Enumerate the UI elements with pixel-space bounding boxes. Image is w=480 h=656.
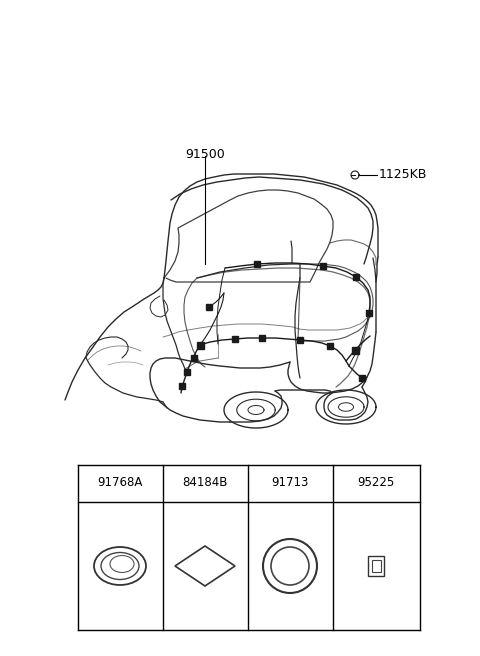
Bar: [179, 383, 185, 389]
Bar: [232, 336, 238, 342]
Text: 91768A: 91768A: [97, 476, 143, 489]
Text: 95225: 95225: [358, 476, 395, 489]
Bar: [351, 346, 359, 354]
Text: 91500: 91500: [185, 148, 225, 161]
Bar: [353, 274, 359, 280]
Text: 91713: 91713: [271, 476, 309, 489]
Bar: [191, 355, 197, 361]
Bar: [297, 337, 303, 343]
Bar: [359, 375, 365, 381]
Bar: [327, 343, 333, 349]
Bar: [196, 342, 204, 348]
Bar: [366, 310, 372, 316]
Text: 1125KB: 1125KB: [379, 169, 427, 182]
Bar: [320, 263, 326, 269]
Bar: [259, 335, 265, 341]
Bar: [254, 261, 260, 267]
Bar: [184, 369, 190, 375]
Text: 84184B: 84184B: [182, 476, 228, 489]
Bar: [206, 304, 212, 310]
